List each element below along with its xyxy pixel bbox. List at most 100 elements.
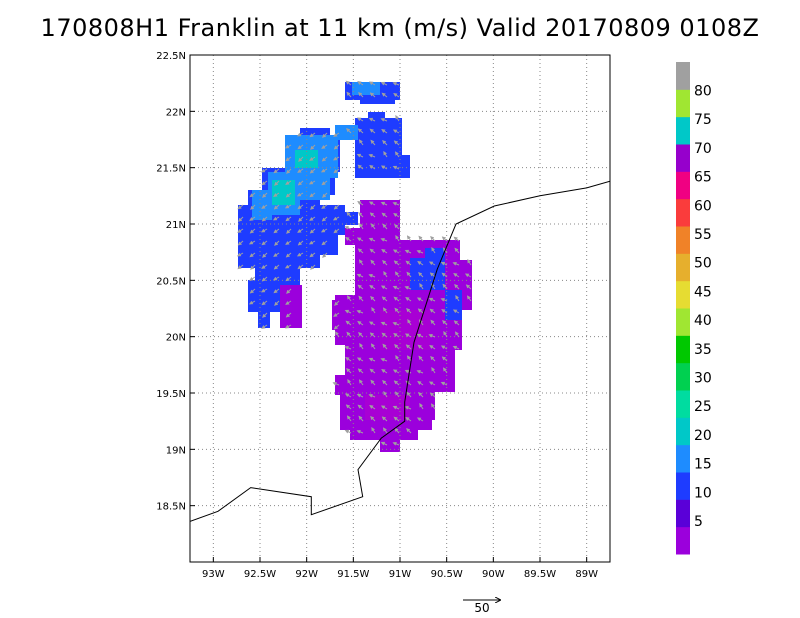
wind-vector <box>333 168 340 174</box>
wind-vector <box>429 272 436 278</box>
wind-vector <box>272 216 280 221</box>
wind-vector <box>237 228 244 233</box>
wind-vector <box>236 252 244 257</box>
wind-vector <box>260 228 268 233</box>
wind-vector <box>465 284 472 290</box>
wind-vector <box>346 211 352 218</box>
wind-vector <box>380 165 388 170</box>
wind-vector <box>453 320 460 326</box>
wind-vector <box>428 261 436 266</box>
wind-vector <box>441 309 448 314</box>
colorbar: 5 10 15 20 25 30 35 40 45 50 55 60 65 70 75 80 <box>676 62 712 555</box>
colorbar-segment <box>676 226 690 254</box>
wind-vector <box>453 273 460 278</box>
wind-vector <box>393 416 400 422</box>
wind-vector <box>455 295 460 302</box>
lon-tick-label: 92.5W <box>244 569 276 580</box>
wind-vector <box>249 288 256 294</box>
colorbar-segment <box>676 335 690 364</box>
wind-vector <box>431 247 436 254</box>
wind-vector <box>346 331 352 338</box>
lon-tick-label: 91.5W <box>337 569 369 580</box>
colorbar-label: 60 <box>694 198 712 214</box>
wind-vector <box>347 379 352 386</box>
wind-vector <box>333 324 340 330</box>
colorbar-label: 50 <box>694 256 712 272</box>
wind-vector <box>248 300 256 305</box>
wind-vector <box>358 259 364 266</box>
wind-vector <box>285 156 292 162</box>
wind-vector <box>394 307 400 314</box>
wind-vector <box>262 192 268 198</box>
colorbar-label: 65 <box>694 170 712 186</box>
scale-vector: 50 <box>463 600 500 615</box>
colorbar-segment <box>676 280 690 309</box>
wind-vector <box>405 380 412 386</box>
wind-vector <box>394 151 400 158</box>
wind-vector <box>358 139 364 146</box>
wind-vector <box>370 295 376 302</box>
wind-speed-cell <box>300 170 330 200</box>
colorbar-label: 70 <box>694 141 712 157</box>
wind-vector <box>380 118 388 122</box>
colorbar-label: 35 <box>694 342 712 358</box>
wind-vector <box>395 235 400 242</box>
wind-vector <box>260 168 268 173</box>
wind-vector <box>429 308 436 314</box>
wind-vector <box>273 168 280 174</box>
wind-vector <box>284 204 292 209</box>
colorbar-label: 80 <box>694 84 712 100</box>
wind-vector <box>285 300 292 305</box>
wind-speed-cell <box>445 290 462 320</box>
wind-vector <box>237 264 244 270</box>
wind-vector <box>357 248 364 254</box>
wind-vector <box>418 391 424 398</box>
wind-vector <box>404 369 412 374</box>
wind-vector <box>260 288 268 293</box>
wind-speed-cell <box>345 228 368 245</box>
wind-vector <box>272 276 280 281</box>
lon-tick-label: 89.5W <box>524 569 556 580</box>
colorbar-segment <box>676 62 690 90</box>
wind-vector <box>261 216 268 222</box>
wind-vector <box>453 236 460 242</box>
wind-vector <box>308 240 316 245</box>
wind-vector <box>454 247 460 254</box>
wind-vector <box>334 331 340 338</box>
wind-vector <box>346 127 352 134</box>
coastline-border <box>190 180 610 522</box>
wind-vector <box>393 333 400 338</box>
wind-speed-field <box>238 82 472 452</box>
wind-vector <box>332 382 340 386</box>
wind-vector <box>357 164 364 170</box>
wind-vector <box>454 331 460 338</box>
wind-vector <box>237 204 244 210</box>
wind-vector <box>358 331 364 338</box>
wind-vector <box>370 379 376 386</box>
wind-vector <box>345 237 352 242</box>
wind-vector <box>297 168 304 173</box>
wind-vector <box>333 312 340 317</box>
wind-vector <box>322 252 328 258</box>
wind-vector <box>452 345 460 350</box>
wind-vector <box>273 228 280 234</box>
colorbar-segment <box>676 308 690 336</box>
wind-vector <box>344 226 352 230</box>
wind-vector <box>321 180 328 186</box>
wind-vector <box>346 367 352 374</box>
wind-vector <box>369 212 376 218</box>
wind-vector <box>382 379 388 386</box>
wind-vector <box>297 228 304 233</box>
colorbar-segment <box>676 171 690 200</box>
colorbar-label: 40 <box>694 313 712 329</box>
wind-vector <box>368 117 376 122</box>
wind-speed-cell <box>352 82 380 95</box>
wind-vector <box>358 415 364 422</box>
wind-vector <box>395 355 400 362</box>
wind-vector <box>310 264 316 270</box>
wind-vector <box>382 259 388 266</box>
wind-vector <box>382 223 388 230</box>
lat-tick-label: 22N <box>166 107 186 118</box>
wind-vector <box>368 237 376 242</box>
wind-vector <box>284 144 292 149</box>
